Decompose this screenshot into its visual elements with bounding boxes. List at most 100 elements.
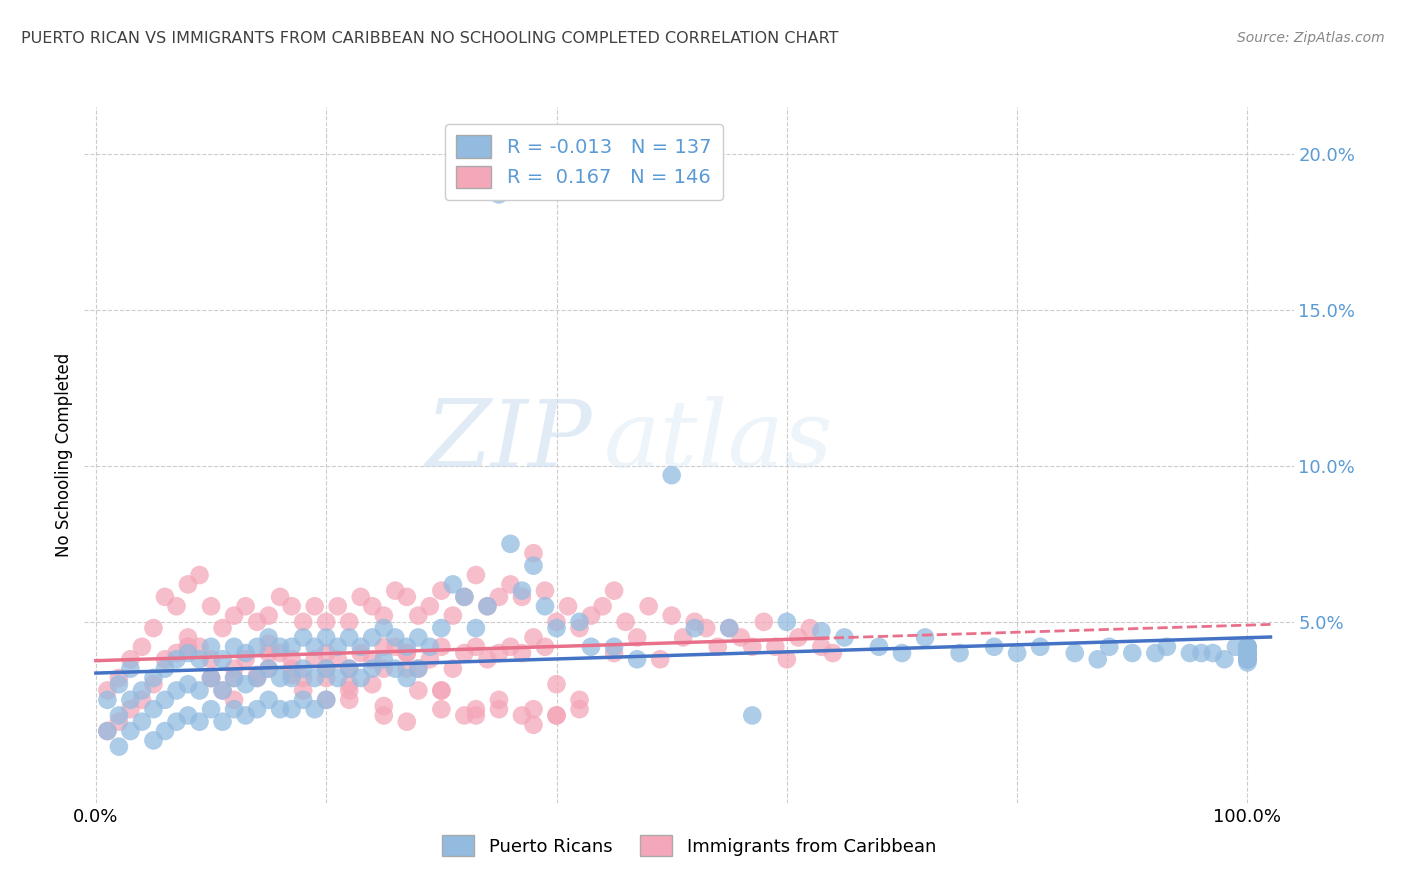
Point xyxy=(153,662,176,676)
Point xyxy=(153,652,176,666)
Point xyxy=(499,577,522,591)
Point xyxy=(131,714,153,729)
Point xyxy=(269,702,291,716)
Point xyxy=(188,714,211,729)
Point xyxy=(246,640,269,654)
Point xyxy=(131,693,153,707)
Point xyxy=(337,677,360,691)
Point xyxy=(488,646,510,660)
Point xyxy=(1236,652,1258,666)
Point xyxy=(120,652,142,666)
Point xyxy=(326,599,349,614)
Point xyxy=(373,699,395,714)
Point xyxy=(1236,652,1258,666)
Point xyxy=(361,631,384,645)
Point xyxy=(257,662,280,676)
Point xyxy=(718,621,741,635)
Point xyxy=(419,640,441,654)
Point xyxy=(891,646,914,660)
Point xyxy=(120,702,142,716)
Point xyxy=(1098,640,1121,654)
Point xyxy=(361,662,384,676)
Point xyxy=(776,652,799,666)
Point xyxy=(315,693,337,707)
Point xyxy=(177,677,200,691)
Point xyxy=(350,640,373,654)
Point xyxy=(373,708,395,723)
Point xyxy=(188,568,211,582)
Point xyxy=(488,693,510,707)
Point xyxy=(510,646,533,660)
Point xyxy=(395,714,418,729)
Point xyxy=(1236,646,1258,660)
Point xyxy=(546,615,568,629)
Point xyxy=(603,583,626,598)
Point xyxy=(200,671,222,685)
Point xyxy=(373,621,395,635)
Text: ZIP: ZIP xyxy=(426,396,592,486)
Point xyxy=(557,599,579,614)
Point xyxy=(315,662,337,676)
Point xyxy=(280,671,302,685)
Point xyxy=(568,621,591,635)
Point xyxy=(1213,652,1236,666)
Point xyxy=(384,583,406,598)
Point xyxy=(280,702,302,716)
Point xyxy=(534,640,557,654)
Point xyxy=(315,671,337,685)
Point xyxy=(477,599,499,614)
Point xyxy=(373,640,395,654)
Point xyxy=(453,590,475,604)
Point xyxy=(361,652,384,666)
Point xyxy=(337,683,360,698)
Point xyxy=(292,693,315,707)
Point xyxy=(350,590,373,604)
Point xyxy=(983,640,1005,654)
Point xyxy=(568,615,591,629)
Point xyxy=(96,724,118,739)
Point xyxy=(166,683,188,698)
Point xyxy=(222,671,245,685)
Point xyxy=(1236,646,1258,660)
Point xyxy=(1121,646,1143,660)
Point xyxy=(441,662,464,676)
Point xyxy=(257,693,280,707)
Point xyxy=(280,652,302,666)
Point xyxy=(142,671,165,685)
Point xyxy=(914,631,936,645)
Point xyxy=(315,631,337,645)
Point xyxy=(1225,640,1247,654)
Point xyxy=(522,702,544,716)
Point xyxy=(1063,646,1085,660)
Point xyxy=(626,652,648,666)
Point xyxy=(477,599,499,614)
Point xyxy=(488,590,510,604)
Point xyxy=(142,733,165,747)
Point xyxy=(315,615,337,629)
Point xyxy=(534,583,557,598)
Point xyxy=(763,640,786,654)
Point xyxy=(292,662,315,676)
Point xyxy=(235,677,257,691)
Point xyxy=(96,724,118,739)
Point xyxy=(408,662,430,676)
Point xyxy=(568,702,591,716)
Point xyxy=(142,677,165,691)
Point xyxy=(510,708,533,723)
Point xyxy=(395,646,418,660)
Point xyxy=(834,631,856,645)
Point xyxy=(741,640,763,654)
Point xyxy=(280,599,302,614)
Point xyxy=(177,640,200,654)
Point xyxy=(683,615,706,629)
Point xyxy=(453,590,475,604)
Point xyxy=(477,652,499,666)
Point xyxy=(1236,656,1258,670)
Point xyxy=(211,683,233,698)
Point xyxy=(1236,652,1258,666)
Point xyxy=(718,621,741,635)
Point xyxy=(211,683,233,698)
Point xyxy=(304,702,326,716)
Point xyxy=(661,468,683,483)
Point xyxy=(787,631,810,645)
